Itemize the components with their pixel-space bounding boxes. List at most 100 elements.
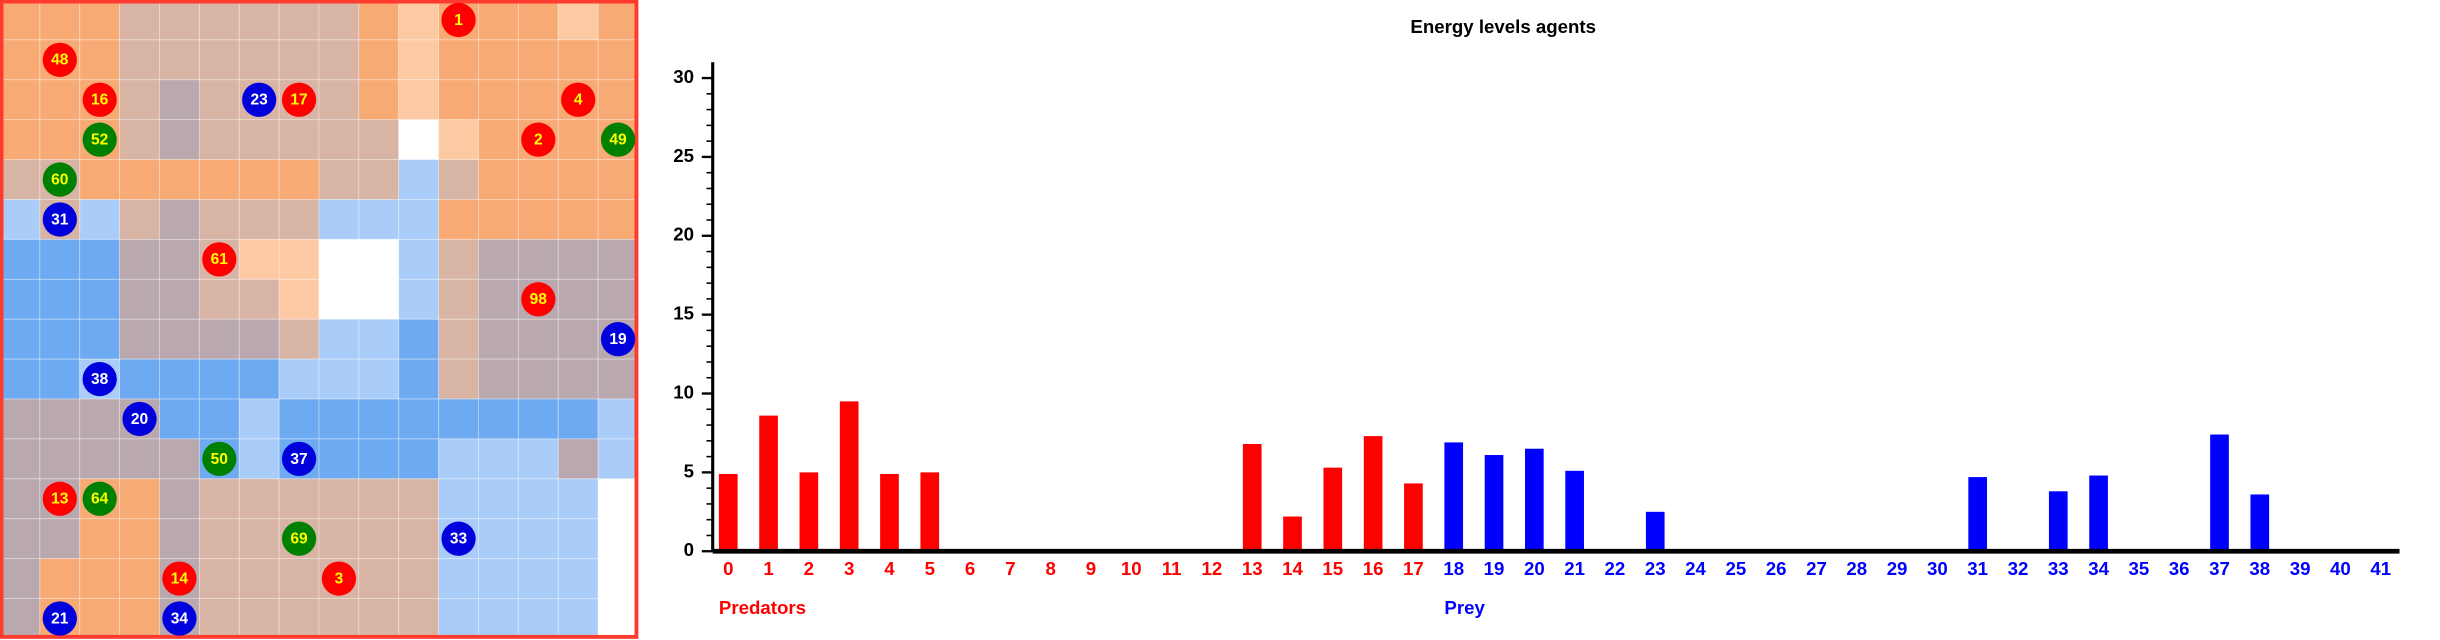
map-cell bbox=[159, 478, 200, 520]
x-tick-label: 27 bbox=[1806, 558, 1827, 579]
map-cell bbox=[79, 199, 121, 240]
x-tick-label: 10 bbox=[1121, 558, 1142, 579]
x-tick-label: 1 bbox=[763, 558, 773, 579]
agent bbox=[281, 521, 317, 556]
bar bbox=[880, 473, 899, 552]
map-cell bbox=[79, 398, 121, 440]
map-cell bbox=[198, 278, 240, 320]
agent bbox=[561, 82, 596, 117]
agent bbox=[82, 481, 117, 516]
chart-title: Energy levels agents bbox=[1410, 16, 1596, 37]
agent bbox=[82, 361, 117, 397]
x-tick-label: 11 bbox=[1162, 558, 1182, 579]
map-cell bbox=[318, 0, 360, 41]
agent-label: 3 bbox=[335, 570, 344, 587]
agent bbox=[441, 2, 476, 38]
map-cell bbox=[0, 558, 41, 600]
map-cell bbox=[159, 119, 200, 161]
x-tick-label: 28 bbox=[1846, 558, 1867, 579]
map-cell bbox=[318, 598, 360, 639]
agent bbox=[82, 122, 117, 157]
map-cell bbox=[517, 79, 559, 121]
map-cell bbox=[39, 79, 81, 121]
x-tick-label: 33 bbox=[2048, 558, 2069, 579]
map-cell bbox=[478, 159, 519, 200]
x-tick-label: 23 bbox=[1645, 558, 1666, 579]
map-cell bbox=[278, 358, 320, 400]
map-cell bbox=[517, 518, 559, 560]
agent bbox=[521, 282, 556, 317]
y-tick-label: 10 bbox=[673, 381, 694, 402]
map-cell bbox=[318, 159, 360, 200]
map-border bbox=[0, 0, 639, 639]
map-cell bbox=[0, 119, 41, 161]
map-cell bbox=[597, 39, 639, 81]
map-cell bbox=[159, 518, 200, 560]
map-cell bbox=[0, 0, 41, 41]
x-tick-label: 39 bbox=[2290, 558, 2311, 579]
map-cell bbox=[278, 398, 320, 440]
map-cell bbox=[159, 79, 200, 121]
map-cell bbox=[159, 238, 200, 280]
y-tick-label: 0 bbox=[684, 539, 694, 560]
map-cell bbox=[557, 278, 599, 320]
map-cell bbox=[557, 398, 599, 440]
agent-label: 23 bbox=[251, 92, 269, 109]
map-cell bbox=[318, 478, 360, 520]
map-cell bbox=[39, 558, 81, 600]
bar bbox=[1323, 467, 1343, 552]
agent-label: 14 bbox=[171, 570, 189, 587]
map-cell bbox=[79, 0, 121, 41]
map-cell bbox=[438, 199, 479, 240]
map-cell bbox=[438, 238, 479, 280]
map-cell bbox=[159, 39, 200, 81]
agent-label: 98 bbox=[530, 291, 548, 308]
bar bbox=[2250, 494, 2270, 552]
agent bbox=[42, 42, 77, 77]
agent bbox=[600, 322, 636, 357]
x-tick-label: 40 bbox=[2330, 558, 2351, 579]
map-cell bbox=[79, 518, 121, 560]
agent bbox=[281, 82, 317, 117]
map-cell bbox=[278, 598, 320, 639]
agent bbox=[281, 441, 317, 477]
agent-label: 31 bbox=[51, 211, 69, 228]
map-cell bbox=[517, 238, 559, 280]
map-cell bbox=[557, 518, 599, 560]
map-cell bbox=[0, 518, 41, 560]
map-cell bbox=[159, 278, 200, 320]
map-cell bbox=[238, 238, 280, 280]
map-cell bbox=[119, 598, 160, 639]
map-cell bbox=[278, 278, 320, 320]
agent-label: 21 bbox=[51, 610, 69, 627]
map-cell bbox=[478, 518, 519, 560]
map-cell bbox=[398, 79, 440, 121]
map-cell bbox=[557, 598, 599, 639]
map-cell bbox=[358, 159, 400, 200]
map-cell bbox=[438, 358, 479, 400]
map-cell bbox=[318, 199, 360, 240]
y-tick-label: 15 bbox=[673, 303, 694, 324]
map-cell bbox=[517, 478, 559, 520]
x-tick-label: 41 bbox=[2370, 558, 2391, 579]
map-cell bbox=[39, 438, 81, 480]
map-cell bbox=[597, 558, 639, 600]
legend-label: Predators bbox=[719, 597, 806, 618]
map-cell bbox=[39, 278, 81, 320]
map-cell bbox=[238, 598, 280, 639]
map-cell bbox=[119, 478, 160, 520]
agent bbox=[600, 122, 636, 157]
map-cell bbox=[0, 318, 41, 360]
map-cell bbox=[438, 159, 479, 200]
map-cell bbox=[198, 518, 240, 560]
x-tick-label: 17 bbox=[1403, 558, 1424, 579]
map-cell bbox=[198, 119, 240, 161]
bar bbox=[1283, 516, 1302, 552]
map-cell bbox=[0, 278, 41, 320]
x-tick-label: 35 bbox=[2129, 558, 2150, 579]
map-cell bbox=[597, 478, 639, 520]
x-tick-label: 16 bbox=[1363, 558, 1384, 579]
map-cell bbox=[39, 318, 81, 360]
x-tick-label: 7 bbox=[1005, 558, 1015, 579]
